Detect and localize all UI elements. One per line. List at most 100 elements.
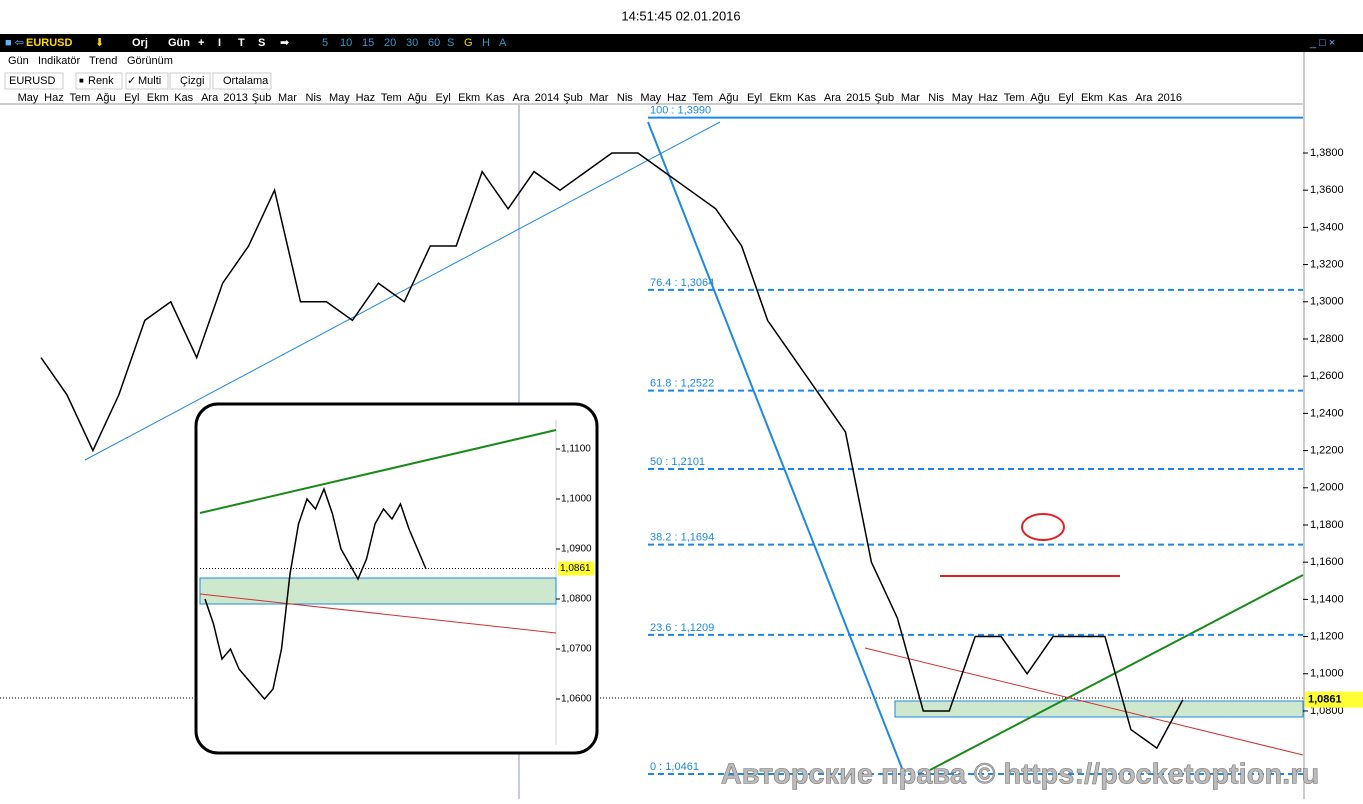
x-tick-label: Kas bbox=[486, 92, 505, 104]
current-price-box bbox=[558, 561, 594, 576]
button-label[interactable]: Renk bbox=[88, 75, 114, 87]
x-tick-label: Mar bbox=[278, 92, 297, 104]
menu-item[interactable]: Gün bbox=[8, 55, 29, 67]
menu-item[interactable]: Indikatör bbox=[38, 55, 81, 67]
toolbar-item[interactable]: S bbox=[258, 37, 265, 49]
x-tick-label: Haz bbox=[356, 92, 376, 104]
price-line bbox=[40, 152, 1184, 750]
y-tick-label: 1,1000 bbox=[561, 494, 592, 505]
highlight bbox=[1021, 513, 1065, 541]
y-tick-label: 1,2600 bbox=[1310, 370, 1344, 382]
period[interactable]: 30 bbox=[406, 37, 418, 49]
x-tick-label: Ağu bbox=[407, 92, 427, 104]
inset: 1,0600 1,0700 1,0800 1,0900 1,1000 1,1100 1,08… bbox=[194, 402, 599, 755]
period[interactable]: H bbox=[482, 37, 490, 49]
fib-label: 100 : 1,3990 bbox=[650, 105, 711, 117]
toolbar-item[interactable]: I bbox=[218, 37, 221, 49]
x-tick-label: Eyl bbox=[124, 92, 139, 104]
button-label[interactable]: Ortalama bbox=[223, 75, 269, 87]
trendline bbox=[864, 647, 1304, 756]
x-tick-label: Kas bbox=[174, 92, 193, 104]
current-price-box bbox=[1305, 691, 1363, 708]
x-tick-label: Ara bbox=[824, 92, 842, 104]
x-tick-label: Ara bbox=[201, 92, 219, 104]
x-tick-label: Eyl bbox=[1058, 92, 1073, 104]
timestamp: 14:51:45 02.01.2016 bbox=[621, 8, 740, 23]
x-tick-label: 2015 bbox=[846, 92, 870, 104]
button[interactable] bbox=[125, 72, 169, 90]
symbol-box[interactable] bbox=[4, 72, 64, 90]
x-tick-label: Kas bbox=[797, 92, 816, 104]
x-tick-label: Şub bbox=[252, 92, 272, 104]
y-tick-label: 1,0700 bbox=[561, 644, 592, 655]
x-tick-label: May bbox=[640, 92, 661, 104]
y-tick-label: 1,2800 bbox=[1310, 333, 1344, 345]
y-tick-label: 1,0900 bbox=[561, 544, 592, 555]
toolbar bbox=[0, 34, 1363, 52]
fib-label: 23.6 : 1,1209 bbox=[650, 622, 714, 634]
x-tick-label: Tem bbox=[692, 92, 713, 104]
symbol-input[interactable]: EURUSD bbox=[9, 75, 56, 87]
zone bbox=[199, 577, 557, 605]
x-tick-label: Ara bbox=[512, 92, 530, 104]
x-tick-label: May bbox=[952, 92, 973, 104]
period[interactable]: S bbox=[447, 37, 454, 49]
bullet: ■ bbox=[79, 76, 84, 85]
button-label[interactable]: Çizgi bbox=[180, 75, 204, 87]
y-tick-label: 1,1400 bbox=[1310, 593, 1344, 605]
x-tick-label: Mar bbox=[589, 92, 608, 104]
toolbar-icon[interactable]: ■ ⇦ bbox=[5, 37, 24, 49]
y-tick-label: 1,3400 bbox=[1310, 221, 1344, 233]
x-tick-label: Haz bbox=[978, 92, 998, 104]
button-label[interactable]: Multi bbox=[138, 75, 161, 87]
period[interactable]: A bbox=[499, 37, 507, 49]
x-tick-label: Kas bbox=[1108, 92, 1127, 104]
menu-item[interactable]: Trend bbox=[89, 55, 117, 67]
symbol[interactable]: EURUSD bbox=[26, 37, 73, 49]
x-tick-label: Nis bbox=[306, 92, 322, 104]
toolbar-item[interactable]: T bbox=[238, 37, 245, 49]
button[interactable] bbox=[169, 72, 211, 90]
x-tick-label: Şub bbox=[563, 92, 583, 104]
window-controls[interactable]: _ □ × bbox=[1309, 37, 1335, 49]
fib-label: 76.4 : 1,3064 bbox=[650, 277, 714, 289]
period[interactable]: 60 bbox=[428, 37, 440, 49]
y-tick-label: 1,3800 bbox=[1310, 147, 1344, 159]
x-tick-label: Eyl bbox=[436, 92, 451, 104]
trendline bbox=[647, 121, 906, 777]
fib-label: 38.2 : 1,1694 bbox=[650, 532, 714, 544]
toolbar-item[interactable]: Gün bbox=[168, 37, 190, 49]
y-tick-label: 1,2400 bbox=[1310, 407, 1344, 419]
x-tick-label: Ekm bbox=[147, 92, 169, 104]
x-tick-label: Tem bbox=[70, 92, 91, 104]
toolbar-item[interactable]: Orj bbox=[132, 37, 148, 49]
x-tick-label: May bbox=[329, 92, 350, 104]
button[interactable] bbox=[212, 72, 272, 90]
x-tick-label: Ekm bbox=[1081, 92, 1103, 104]
y-tick-label: 1,2000 bbox=[1310, 482, 1344, 494]
button[interactable] bbox=[75, 72, 123, 90]
toolbar-icon[interactable]: ➡ bbox=[280, 37, 289, 49]
trendline bbox=[199, 593, 557, 634]
y-tick-label: 1,1000 bbox=[1310, 668, 1344, 680]
x-tick-label: Ekm bbox=[770, 92, 792, 104]
zone bbox=[894, 700, 1304, 718]
x-tick-label: 2013 bbox=[223, 92, 247, 104]
x-tick-label: Eyl bbox=[747, 92, 762, 104]
x-tick-label: May bbox=[18, 92, 39, 104]
period[interactable]: 20 bbox=[384, 37, 396, 49]
x-tick-label: 2016 bbox=[1158, 92, 1182, 104]
period[interactable]: 5 bbox=[322, 37, 328, 49]
fib-label: 50 : 1,2101 bbox=[650, 456, 705, 468]
y-tick-label: 1,1600 bbox=[1310, 556, 1344, 568]
toolbar-item[interactable]: + bbox=[198, 37, 204, 49]
period[interactable]: G bbox=[464, 37, 473, 49]
toolbar-icon[interactable]: ⬇ bbox=[95, 37, 104, 49]
period[interactable]: 10 bbox=[340, 37, 352, 49]
y-tick-label: 1,1100 bbox=[561, 444, 591, 455]
period[interactable]: 15 bbox=[362, 37, 374, 49]
watermark: Авторские права © https://pocketoption.r… bbox=[721, 759, 1319, 791]
menu-item[interactable]: Görünüm bbox=[127, 55, 173, 67]
y-tick-label: 1,2200 bbox=[1310, 444, 1344, 456]
fib-label: 61.8 : 1,2522 bbox=[650, 378, 714, 390]
